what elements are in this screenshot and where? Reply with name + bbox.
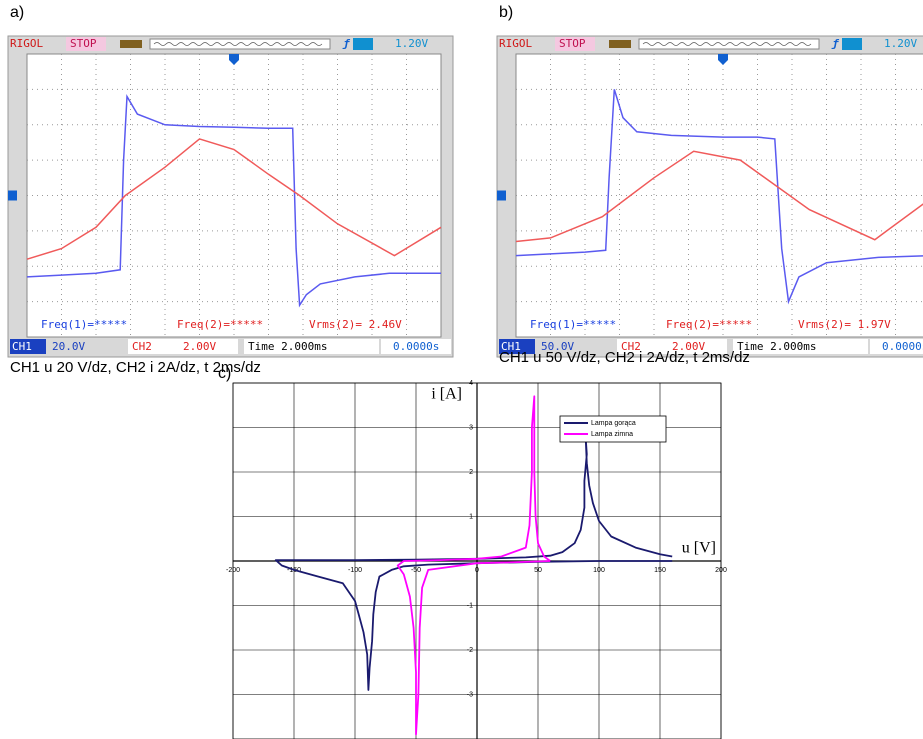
status: STOP [70, 37, 97, 50]
offset: 0.0000s [393, 340, 439, 353]
coupling-icon [842, 38, 862, 50]
measurement: Freq(2)=***** [666, 318, 752, 331]
measurement: Freq(1)=***** [41, 318, 127, 331]
legend-label: Lampa zimna [591, 431, 633, 438]
trigger-level: 1.20V [884, 37, 917, 50]
ch2-label: CH2 [132, 340, 152, 353]
brand: RIGOL [499, 37, 532, 50]
y-tick-label: 1 [469, 513, 473, 520]
measurement: Vrms(2)= 2.46V [309, 318, 402, 331]
x-tick-label: 100 [593, 567, 605, 574]
y-tick-label: 3 [469, 424, 473, 431]
memory-bar [639, 39, 819, 49]
panel-label: a) [10, 4, 24, 21]
panel-label: c) [218, 365, 231, 382]
battery-icon [609, 40, 631, 48]
timebase: Time 2.000ms [248, 340, 327, 353]
ch1-scale: 20.0V [52, 340, 85, 353]
measurement: Vrms(2)= 1.97V [798, 318, 891, 331]
y-axis-label: i [A] [431, 386, 462, 403]
x-tick-label: -50 [411, 567, 421, 574]
figure: a)RIGOLSTOPƒ1.20VFreq(1)=*****Freq(2)=**… [0, 0, 923, 739]
x-tick-label: 50 [534, 567, 542, 574]
ch1-label: CH1 [12, 340, 32, 353]
brand: RIGOL [10, 37, 43, 50]
x-tick-label: -100 [348, 567, 362, 574]
coupling-icon [353, 38, 373, 50]
legend-label: Lampa gorąca [591, 420, 636, 427]
memory-bar [150, 39, 330, 49]
y-tick-label: 2 [469, 469, 473, 476]
trigger-level: 1.20V [395, 37, 428, 50]
status: STOP [559, 37, 586, 50]
y-tick-label: -3 [467, 691, 473, 698]
y-tick-label: 4 [469, 380, 473, 387]
battery-icon [120, 40, 142, 48]
x-tick-label: 200 [715, 567, 727, 574]
offset: 0.0000s [882, 340, 923, 353]
x-axis-label: u [V] [682, 540, 716, 557]
ch1-marker [497, 191, 506, 201]
panel-label: b) [499, 4, 513, 21]
y-tick-label: -1 [467, 602, 473, 609]
ch2-scale: 2.00V [183, 340, 216, 353]
ch1-marker [8, 191, 17, 201]
measurement: Freq(1)=***** [530, 318, 616, 331]
x-tick-label: 150 [654, 567, 666, 574]
measurement: Freq(2)=***** [177, 318, 263, 331]
x-tick-label: -200 [226, 567, 240, 574]
y-tick-label: -2 [467, 647, 473, 654]
caption: CH1 u 50 V/dz, CH2 i 2A/dz, t 2ms/dz [499, 349, 750, 366]
